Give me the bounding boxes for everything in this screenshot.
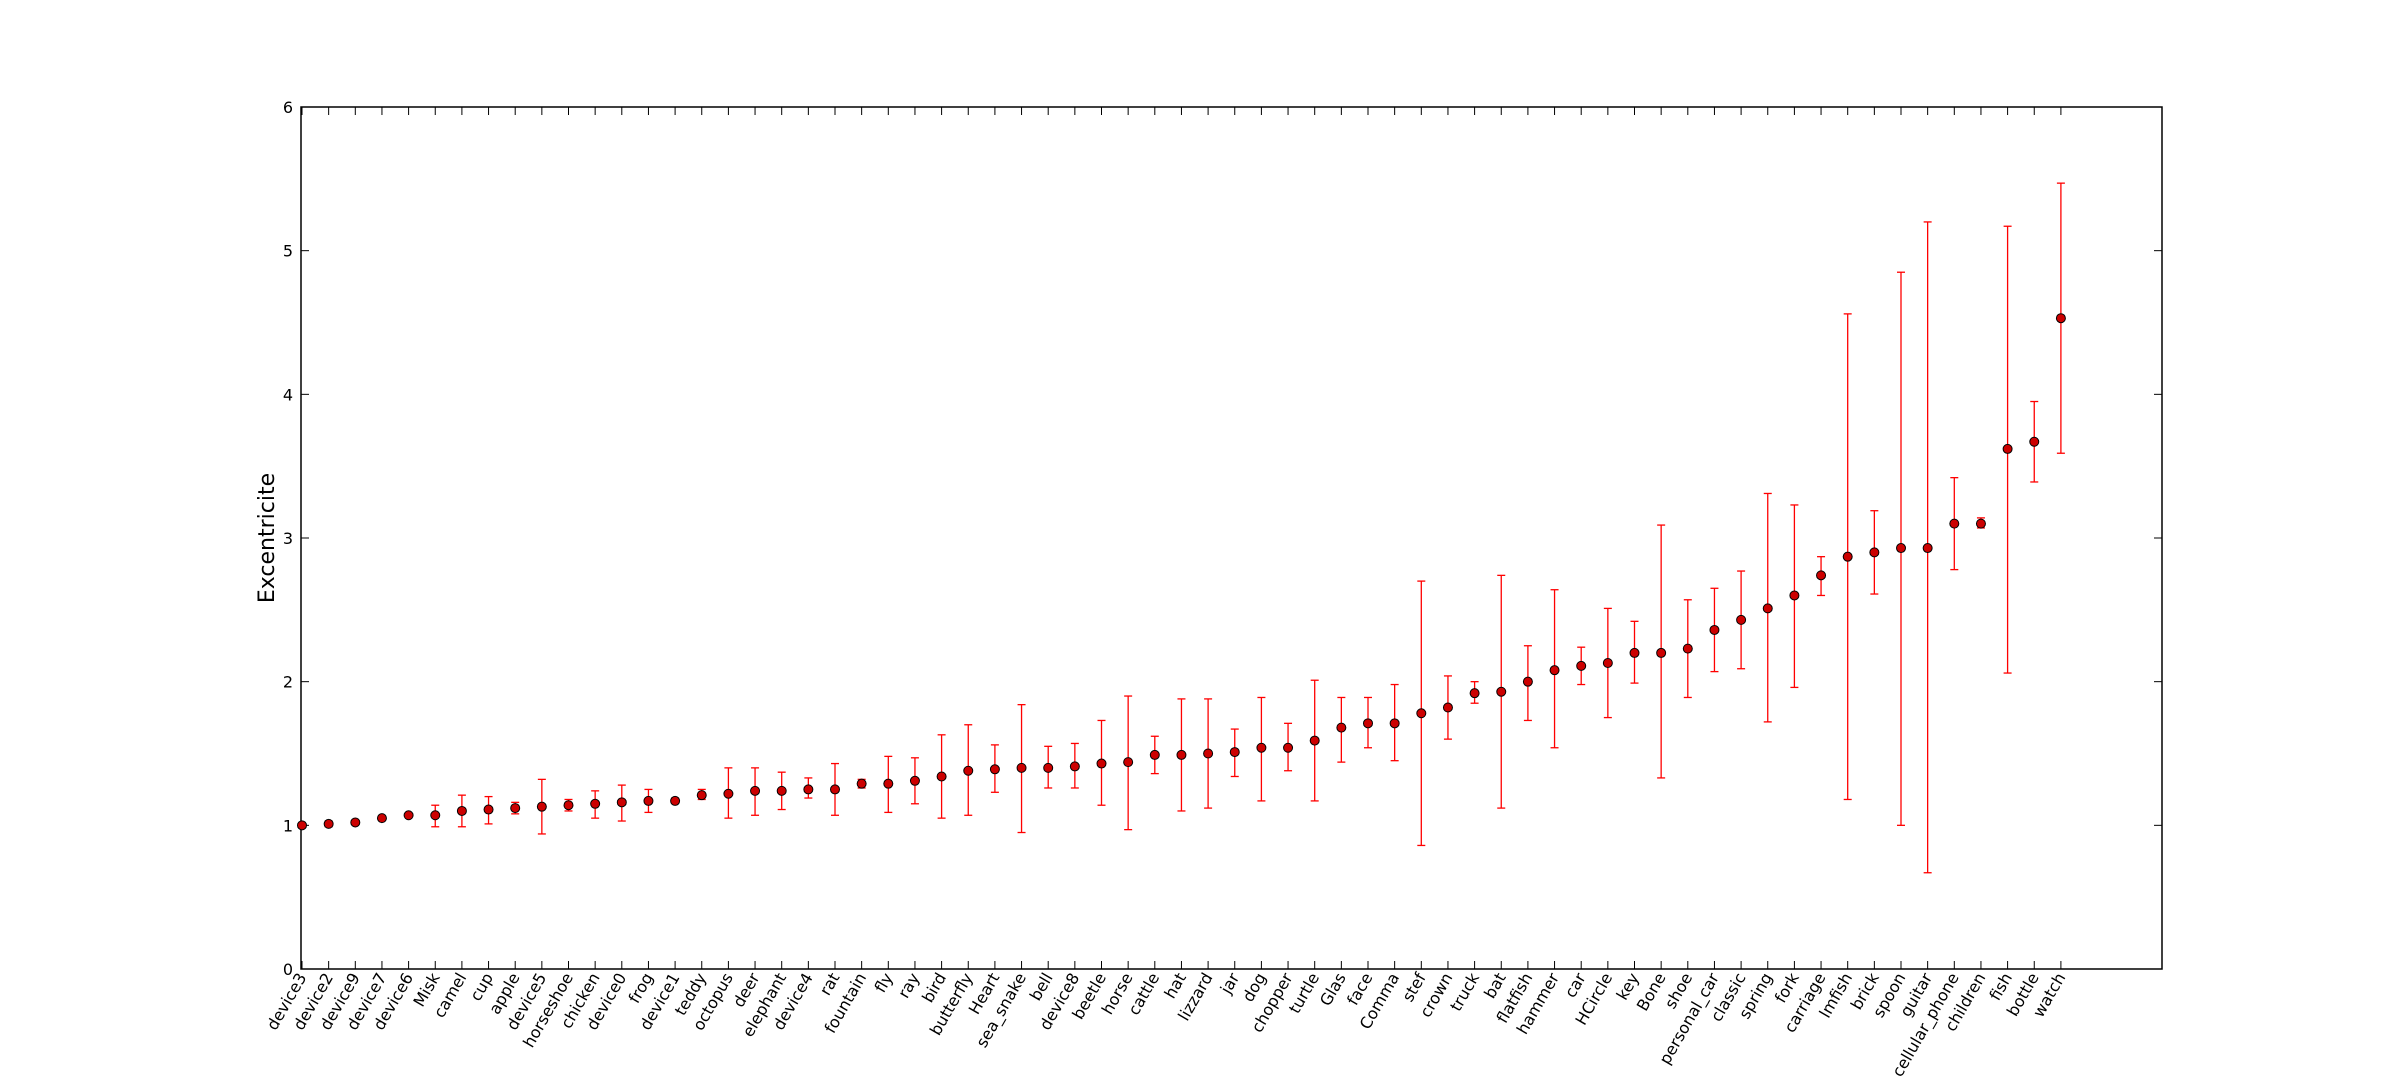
data-point [1629,647,1640,658]
data-point [1842,551,1853,562]
data-point [723,788,734,799]
y-tick-label: 2 [283,673,293,692]
data-point [1789,590,1800,601]
data-point [1176,749,1187,760]
data-point [776,785,787,796]
data-point [1442,702,1453,713]
data-point [1416,708,1427,719]
data-point [1922,543,1933,554]
data-point [1096,758,1107,769]
data-point [483,804,494,815]
data-point [1682,643,1693,654]
data-point [1602,657,1613,668]
y-tick-label: 4 [283,385,293,404]
data-point [430,810,441,821]
data-point [1896,543,1906,554]
y-tick-label: 1 [283,816,293,835]
data-point [830,784,840,795]
x-tick-label: Bone [1633,970,1670,1015]
data-point [1549,665,1560,676]
data-points [297,313,2066,831]
data-point [1149,749,1160,760]
data-point [1869,547,1880,558]
data-point [1336,722,1347,733]
data-point [1016,762,1027,773]
data-point [1389,718,1400,729]
data-point [1283,742,1294,753]
data-point [2002,443,2013,454]
data-point [909,775,920,786]
data-point [563,800,574,811]
y-axis: 0 1 2 3 4 5 6 [283,98,2162,979]
data-point [1656,647,1667,658]
data-point [1709,624,1720,635]
data-point [936,771,947,782]
data-point [989,764,1000,775]
data-point [856,778,867,789]
data-point [750,785,761,796]
data-point [803,784,814,795]
x-tick-label: Glas [1316,970,1350,1010]
data-point [616,797,627,808]
data-point [1522,676,1533,687]
data-point [963,765,974,776]
data-point [696,790,707,801]
data-point [510,803,521,814]
data-point [1736,614,1747,625]
data-point [1309,735,1320,746]
data-point [1203,748,1214,759]
y-tick-label: 5 [283,242,293,261]
data-point [297,820,307,831]
y-tick-label: 3 [283,529,293,548]
x-tick-label: fly [871,970,897,996]
y-tick-label: 6 [283,98,293,117]
data-point [1762,603,1773,614]
y-axis-label: Excentricite [255,473,280,603]
data-point [536,801,547,812]
x-tick-label: truck [1446,969,1483,1015]
data-point [670,795,681,806]
data-point [350,817,361,828]
data-point [376,813,387,824]
data-point [1229,747,1240,758]
data-point [1256,742,1267,753]
data-point [883,778,894,789]
data-point [1576,660,1587,671]
data-point [1363,718,1373,729]
data-point [323,818,334,829]
plot-frame [300,106,2163,970]
data-point [590,798,601,809]
data-point [1469,688,1480,699]
y-tick-label: 0 [283,960,293,979]
data-point [1975,518,1986,529]
data-point [1043,762,1054,773]
data-point [2055,313,2066,324]
data-point [1816,570,1827,581]
data-point [1496,686,1507,697]
data-point [403,810,414,821]
data-point [1069,761,1080,772]
data-point [456,805,467,816]
data-point [2029,436,2040,447]
data-point [1123,757,1134,768]
data-point [643,795,654,806]
data-point [1949,518,1960,529]
